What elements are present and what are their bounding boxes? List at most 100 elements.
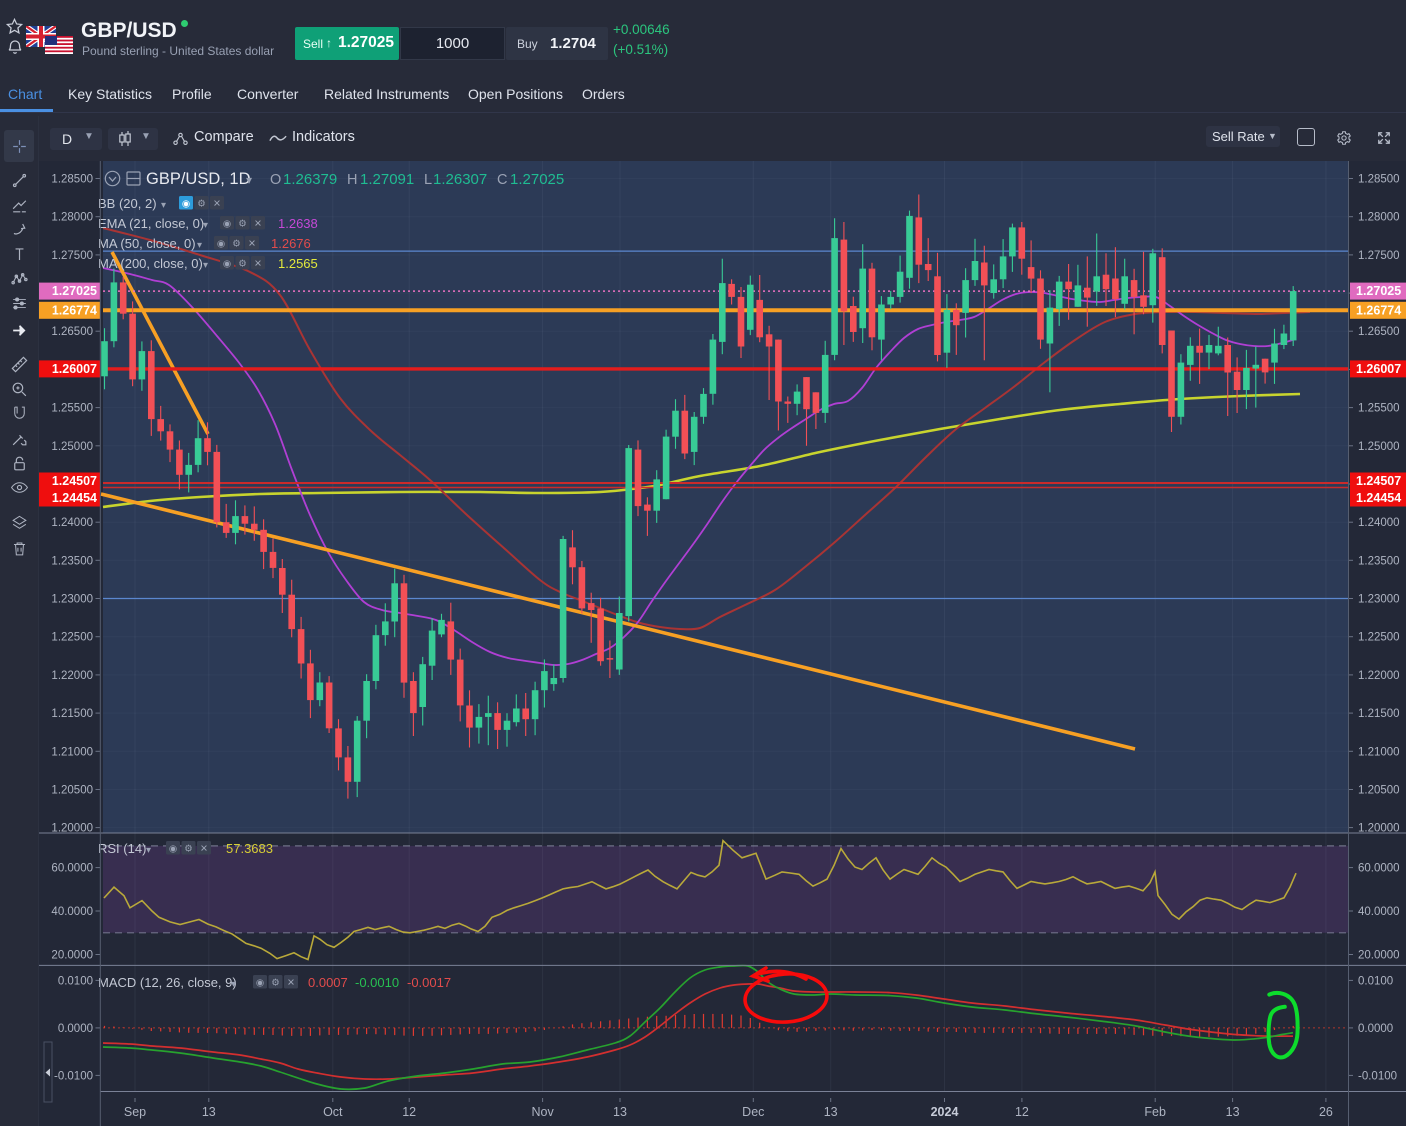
svg-text:1.27500: 1.27500	[51, 250, 93, 262]
svg-text:✕: ✕	[248, 239, 256, 250]
svg-text:1.2638: 1.2638	[278, 216, 318, 231]
svg-text:1.21000: 1.21000	[1358, 746, 1400, 758]
svg-text:0.0007: 0.0007	[308, 975, 348, 990]
svg-text:1.24507: 1.24507	[52, 474, 97, 488]
svg-text:1.24000: 1.24000	[51, 517, 93, 529]
svg-text:13: 13	[824, 1105, 838, 1119]
svg-text:BB (20, 2): BB (20, 2)	[98, 196, 157, 211]
svg-text:1.26007: 1.26007	[52, 362, 97, 376]
svg-text:◉: ◉	[223, 259, 232, 270]
svg-text:12: 12	[402, 1105, 416, 1119]
svg-text:MA (200, close, 0): MA (200, close, 0)	[98, 256, 203, 271]
svg-text:◉: ◉	[217, 239, 226, 250]
svg-text:1.22000: 1.22000	[51, 670, 93, 682]
svg-text:▾: ▾	[203, 220, 208, 231]
svg-text:26: 26	[1319, 1105, 1333, 1119]
svg-text:◉: ◉	[169, 844, 178, 855]
svg-text:1.26307: 1.26307	[433, 171, 487, 188]
svg-text:13: 13	[613, 1105, 627, 1119]
svg-text:1.28000: 1.28000	[51, 212, 93, 224]
svg-text:1.25500: 1.25500	[1358, 403, 1400, 415]
svg-text:MA (50, close, 0): MA (50, close, 0)	[98, 236, 196, 251]
svg-text:H: H	[347, 172, 357, 188]
svg-text:1.26774: 1.26774	[52, 303, 97, 317]
svg-text:MACD (12, 26, close, 9): MACD (12, 26, close, 9)	[98, 975, 237, 990]
svg-text:0.0000: 0.0000	[58, 1023, 93, 1035]
svg-text:1.20500: 1.20500	[1358, 785, 1400, 797]
svg-text:20.0000: 20.0000	[1358, 950, 1400, 962]
svg-text:13: 13	[202, 1105, 216, 1119]
svg-text:1.25000: 1.25000	[51, 441, 93, 453]
svg-text:⚙: ⚙	[271, 978, 280, 989]
svg-text:1.20500: 1.20500	[51, 785, 93, 797]
svg-text:1.27025: 1.27025	[1356, 284, 1401, 298]
svg-text:◉: ◉	[256, 978, 265, 989]
svg-text:-0.0100: -0.0100	[1358, 1070, 1397, 1082]
svg-text:1.25500: 1.25500	[51, 403, 93, 415]
svg-text:O: O	[270, 172, 281, 188]
svg-text:57.3683: 57.3683	[226, 841, 273, 856]
svg-text:40.0000: 40.0000	[1358, 906, 1400, 918]
svg-text:⚙: ⚙	[238, 259, 247, 270]
svg-text:1.28500: 1.28500	[1358, 174, 1400, 186]
svg-text:▾: ▾	[246, 173, 252, 187]
svg-text:⚙: ⚙	[184, 844, 193, 855]
svg-text:0.0100: 0.0100	[1358, 975, 1393, 987]
svg-text:RSI (14): RSI (14)	[98, 841, 146, 856]
svg-text:1.2565: 1.2565	[278, 256, 318, 271]
svg-text:1.20000: 1.20000	[1358, 823, 1400, 835]
svg-text:20.0000: 20.0000	[51, 950, 93, 962]
svg-text:Oct: Oct	[323, 1105, 343, 1119]
svg-text:1.25000: 1.25000	[1358, 441, 1400, 453]
svg-text:1.21000: 1.21000	[51, 746, 93, 758]
svg-text:-0.0017: -0.0017	[407, 975, 451, 990]
svg-text:⚙: ⚙	[197, 199, 206, 210]
svg-text:Feb: Feb	[1144, 1105, 1166, 1119]
svg-text:1.24454: 1.24454	[1356, 491, 1401, 505]
svg-text:-0.0010: -0.0010	[355, 975, 399, 990]
svg-text:1.28000: 1.28000	[1358, 212, 1400, 224]
svg-text:✕: ✕	[287, 978, 295, 989]
svg-text:1.23500: 1.23500	[51, 555, 93, 567]
svg-text:Dec: Dec	[742, 1105, 764, 1119]
svg-text:1.23000: 1.23000	[51, 594, 93, 606]
svg-text:1.21500: 1.21500	[51, 708, 93, 720]
svg-text:1.21500: 1.21500	[1358, 708, 1400, 720]
svg-text:✕: ✕	[200, 844, 208, 855]
svg-text:✕: ✕	[213, 199, 221, 210]
svg-text:1.27500: 1.27500	[1358, 250, 1400, 262]
svg-text:EMA (21, close, 0): EMA (21, close, 0)	[98, 216, 204, 231]
svg-text:1.22500: 1.22500	[1358, 632, 1400, 644]
svg-text:Nov: Nov	[531, 1105, 554, 1119]
svg-text:✕: ✕	[254, 219, 262, 230]
svg-text:1.26774: 1.26774	[1356, 303, 1401, 317]
svg-text:0.0000: 0.0000	[1358, 1023, 1393, 1035]
svg-text:13: 13	[1226, 1105, 1240, 1119]
svg-text:1.26379: 1.26379	[283, 171, 337, 188]
svg-text:⚙: ⚙	[232, 239, 241, 250]
svg-text:◉: ◉	[223, 219, 232, 230]
svg-text:C: C	[497, 172, 507, 188]
svg-text:60.0000: 60.0000	[1358, 863, 1400, 875]
svg-text:◉: ◉	[182, 199, 191, 210]
svg-text:✕: ✕	[254, 259, 262, 270]
svg-text:1.24507: 1.24507	[1356, 474, 1401, 488]
svg-text:1.26500: 1.26500	[1358, 326, 1400, 338]
svg-text:1.22500: 1.22500	[51, 632, 93, 644]
svg-text:1.23500: 1.23500	[1358, 555, 1400, 567]
svg-text:1.27025: 1.27025	[52, 284, 97, 298]
svg-text:1.27025: 1.27025	[510, 171, 564, 188]
svg-text:Sep: Sep	[124, 1105, 146, 1119]
svg-text:1.22000: 1.22000	[1358, 670, 1400, 682]
svg-text:L: L	[424, 172, 432, 188]
svg-text:40.0000: 40.0000	[51, 906, 93, 918]
svg-text:1.28500: 1.28500	[51, 174, 93, 186]
svg-text:▾: ▾	[146, 845, 151, 856]
svg-text:▾: ▾	[203, 260, 208, 271]
svg-text:60.0000: 60.0000	[51, 863, 93, 875]
svg-text:1.2676: 1.2676	[271, 236, 311, 251]
svg-text:1.20000: 1.20000	[51, 823, 93, 835]
svg-text:▾: ▾	[231, 979, 236, 990]
svg-text:12: 12	[1015, 1105, 1029, 1119]
svg-text:▾: ▾	[197, 240, 202, 251]
